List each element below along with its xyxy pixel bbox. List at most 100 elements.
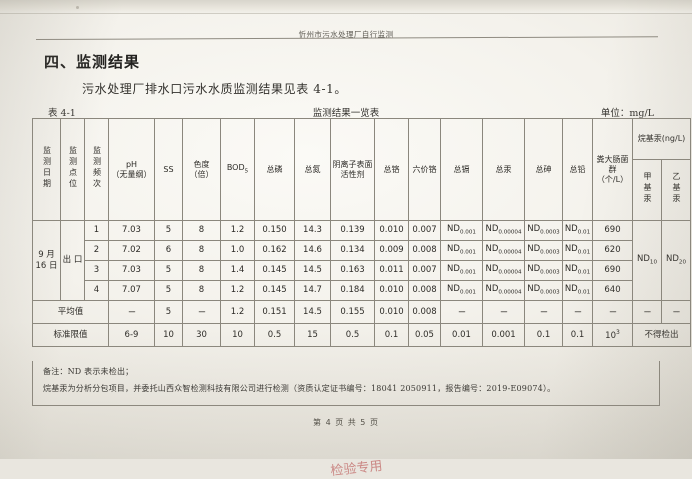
- cell-frequency: 2: [84, 240, 109, 261]
- cell-frequency: 3: [84, 260, 109, 281]
- average-cd: ---: [440, 300, 483, 324]
- average-ss: 5: [154, 300, 183, 324]
- cell-tn: 14.3: [294, 220, 331, 241]
- cell-color: 8: [182, 280, 221, 301]
- th-cadmium: 总镉: [440, 118, 483, 221]
- red-stamp: 检验专用: [329, 458, 384, 479]
- intro-paragraph: 污水处理厂排水口污水水质监测结果见表 4-1。: [82, 82, 347, 96]
- limit-tp: 0.5: [254, 323, 295, 347]
- monitoring-results-table: 监测日期 监测点位 监测频次 pH （无量纲） SS 色度 （倍） BOD5 总…: [32, 118, 692, 347]
- average-color: ---: [182, 300, 221, 324]
- cell-hg: ND0.00004: [482, 280, 525, 301]
- limit-as: 0.1: [524, 323, 563, 347]
- cell-as: ND0.0003: [524, 260, 563, 281]
- cell-tp: 0.145: [254, 280, 295, 301]
- limit-surfactant: 0.5: [330, 323, 375, 347]
- limit-tn: 15: [294, 323, 331, 347]
- cell-pb: ND0.01: [562, 240, 593, 261]
- th-ethyl-mercury: 乙基汞: [660, 159, 692, 221]
- th-lead: 总铅: [562, 118, 593, 221]
- average-ph: ---: [108, 300, 155, 324]
- average-as: ---: [524, 300, 563, 324]
- cell-as: ND0.0003: [524, 240, 563, 261]
- cell-bod: 1.4: [220, 260, 255, 281]
- table-row: 2 7.02 6 8 1.0 0.162 14.6 0.134 0.009 0.…: [33, 240, 691, 261]
- page-sheet: 忻州市污水处理厂自行监测 四、监测结果 污水处理厂排水口污水水质监测结果见表 4…: [0, 13, 692, 479]
- table-row: 4 7.07 5 8 1.2 0.145 14.7 0.184 0.010 0.…: [33, 280, 691, 301]
- average-coliform: ---: [592, 300, 633, 324]
- cell-ph: 7.07: [108, 280, 155, 301]
- average-cr: 0.010: [374, 300, 409, 324]
- table-unit: 单位：mg/L: [600, 108, 654, 119]
- running-header: 忻州市污水处理厂自行监测: [298, 30, 394, 39]
- cell-as: ND0.0003: [524, 220, 563, 241]
- limit-row: 标准限值 6-9 10 30 10 0.5 15 0.5 0.1 0.05 0.…: [32, 323, 692, 347]
- limit-bod: 10: [220, 323, 255, 347]
- limit-cr6: 0.05: [408, 323, 441, 347]
- limit-ss: 10: [154, 323, 183, 347]
- cell-cr6: 0.008: [408, 240, 441, 261]
- cell-point: 出 口: [60, 220, 85, 301]
- cell-pb: ND0.01: [562, 220, 593, 241]
- note-line-1: 备注：ND 表示未检出；: [43, 367, 134, 376]
- cell-ss: 5: [154, 220, 183, 241]
- average-pb: ---: [562, 300, 593, 324]
- cell-cd: ND0.001: [440, 240, 483, 261]
- cell-date: 9 月 16 日: [32, 220, 61, 301]
- th-bod: BOD5: [220, 118, 255, 221]
- cell-color: 8: [182, 240, 221, 261]
- cell-ss: 5: [154, 260, 183, 281]
- cell-tn: 14.7: [294, 280, 331, 301]
- table-subheader-row: 甲基汞 乙基汞: [33, 159, 692, 221]
- table-row: 3 7.03 5 8 1.4 0.145 14.5 0.163 0.011 0.…: [33, 260, 691, 281]
- th-frequency: 监测频次: [84, 118, 109, 221]
- cell-surfactant: 0.134: [330, 240, 375, 261]
- th-point: 监测点位: [60, 118, 85, 221]
- cell-ethyl-mercury: ND20: [660, 220, 692, 301]
- average-tn: 14.5: [294, 300, 331, 324]
- table-title: 监测结果一览表: [312, 108, 380, 119]
- th-color: 色度 （倍）: [182, 118, 221, 221]
- limit-ph: 6-9: [108, 323, 155, 347]
- limit-cd: 0.01: [440, 323, 483, 347]
- cell-ss: 6: [154, 240, 183, 261]
- cell-color: 8: [182, 220, 221, 241]
- cell-cr6: 0.008: [408, 280, 441, 301]
- cell-surfactant: 0.184: [330, 280, 375, 301]
- cell-pb: ND0.01: [562, 260, 593, 281]
- th-methyl-mercury: 甲基汞: [632, 159, 662, 221]
- average-ethyl: ---: [660, 300, 692, 324]
- cell-cr6: 0.007: [408, 260, 441, 281]
- average-methyl: ---: [632, 300, 662, 324]
- average-tp: 0.151: [254, 300, 295, 324]
- cell-hg: ND0.00004: [482, 240, 525, 261]
- th-hexavalent-chromium: 六价铬: [408, 118, 441, 221]
- th-arsenic: 总砷: [524, 118, 563, 221]
- limit-hg: 0.001: [482, 323, 525, 347]
- cell-tp: 0.162: [254, 240, 295, 261]
- cell-ph: 7.02: [108, 240, 155, 261]
- limit-label: 标准限值: [32, 323, 109, 347]
- cell-cd: ND0.001: [440, 220, 483, 241]
- cell-surfactant: 0.139: [330, 220, 375, 241]
- th-ss: SS: [154, 118, 183, 221]
- cell-coliform: 690: [592, 260, 633, 281]
- cell-cd: ND0.001: [440, 260, 483, 281]
- cell-cr6: 0.007: [408, 220, 441, 241]
- paper-speck: [76, 6, 79, 9]
- average-cr6: 0.008: [408, 300, 441, 324]
- note-line-2: 烷基汞为分析分包项目，并委托山西众智检测科技有限公司进行检测（资质认定证书编号：…: [43, 384, 556, 393]
- cell-tp: 0.150: [254, 220, 295, 241]
- average-hg: ---: [482, 300, 525, 324]
- average-bod: 1.2: [220, 300, 255, 324]
- cell-bod: 1.2: [220, 280, 255, 301]
- th-alkyl-mercury: 烷基汞(ng/L): [631, 118, 692, 160]
- cell-cr: 0.010: [374, 220, 409, 241]
- th-total-chromium: 总铬: [374, 118, 409, 221]
- cell-cd: ND0.001: [440, 280, 483, 301]
- limit-alkyl: 不得检出: [631, 323, 692, 347]
- cell-cr: 0.011: [374, 260, 409, 281]
- average-surfactant: 0.155: [330, 300, 375, 324]
- cell-cr: 0.009: [374, 240, 409, 261]
